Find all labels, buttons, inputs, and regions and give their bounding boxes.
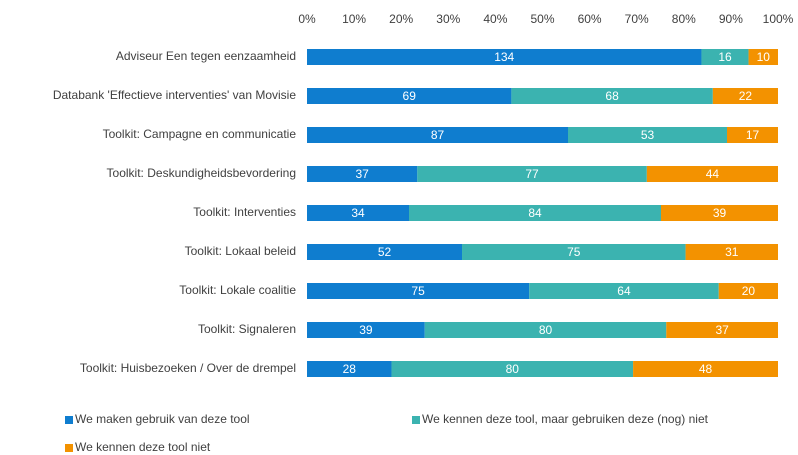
data-label: 68 [605, 89, 619, 103]
bar-segment [529, 283, 719, 299]
bar-segment [307, 244, 463, 260]
data-label: 80 [539, 323, 553, 337]
bar-segment [391, 361, 634, 377]
data-label: 31 [725, 245, 739, 259]
bar-segment [568, 127, 727, 143]
y-tick-label: Toolkit: Lokaal beleid [185, 244, 296, 258]
bar-segment [462, 244, 686, 260]
bar-segment [424, 322, 667, 338]
y-tick-label: Adviseur Een tegen eenzaamheid [116, 49, 296, 63]
y-tick-label: Toolkit: Huisbezoeken / Over de drempel [80, 361, 296, 375]
legend-swatch [65, 416, 73, 424]
bar-segment [307, 88, 512, 104]
bar-segment [511, 88, 713, 104]
bar-segment [661, 205, 778, 221]
y-tick-label: Toolkit: Lokale coalitie [179, 283, 296, 297]
bar-segment [666, 322, 778, 338]
x-tick-label: 90% [719, 12, 743, 26]
data-label: 75 [411, 284, 425, 298]
data-label: 16 [718, 50, 732, 64]
bar-segment [701, 49, 749, 65]
y-tick-label: Toolkit: Deskundigheidsbevordering [107, 166, 296, 180]
data-label: 75 [567, 245, 581, 259]
data-label: 87 [431, 128, 445, 142]
x-tick-label: 70% [625, 12, 649, 26]
bar-segment [307, 361, 392, 377]
data-label: 64 [617, 284, 631, 298]
legend-swatch [412, 416, 420, 424]
bar-segment [685, 244, 778, 260]
bar-segment [307, 322, 425, 338]
x-tick-label: 20% [389, 12, 413, 26]
data-label: 53 [641, 128, 655, 142]
data-label: 39 [359, 323, 373, 337]
x-tick-label: 100% [763, 12, 794, 26]
data-label: 134 [494, 50, 514, 64]
data-label: 84 [528, 206, 542, 220]
data-label: 34 [351, 206, 365, 220]
bar-segment [633, 361, 778, 377]
data-label: 10 [757, 50, 771, 64]
bar-segment [727, 127, 778, 143]
bar-segment [409, 205, 661, 221]
bar-segment [307, 205, 409, 221]
x-tick-label: 10% [342, 12, 366, 26]
bar-segment [307, 283, 530, 299]
legend-label: We kennen deze tool niet [75, 440, 211, 454]
y-tick-label: Toolkit: Signaleren [198, 322, 296, 336]
data-label: 28 [343, 362, 357, 376]
legend-label: We maken gebruik van deze tool [75, 412, 250, 426]
data-label: 20 [742, 284, 756, 298]
x-tick-label: 30% [436, 12, 460, 26]
x-tick-label: 40% [483, 12, 507, 26]
data-label: 44 [706, 167, 720, 181]
data-label: 37 [355, 167, 369, 181]
data-label: 48 [699, 362, 713, 376]
x-tick-label: 60% [578, 12, 602, 26]
x-tick-label: 0% [298, 12, 316, 26]
data-label: 37 [715, 323, 729, 337]
data-label: 77 [525, 167, 539, 181]
legend-label: We kennen deze tool, maar gebruiken deze… [422, 412, 709, 426]
bar-segment [712, 88, 778, 104]
bar-segment [718, 283, 778, 299]
y-tick-label: Databank 'Effectieve interventies' van M… [53, 88, 296, 102]
data-label: 39 [713, 206, 727, 220]
bar-segment [307, 127, 568, 143]
x-tick-label: 80% [672, 12, 696, 26]
bar-segment [646, 166, 778, 182]
bar-segment [748, 49, 778, 65]
data-label: 69 [403, 89, 417, 103]
bar-segment [417, 166, 647, 182]
legend-swatch [65, 444, 73, 452]
data-label: 22 [739, 89, 753, 103]
y-tick-label: Toolkit: Interventies [193, 205, 296, 219]
x-tick-label: 50% [530, 12, 554, 26]
data-label: 52 [378, 245, 392, 259]
bar-segment [307, 166, 418, 182]
data-label: 80 [506, 362, 520, 376]
bar-segment [307, 49, 702, 65]
data-label: 17 [746, 128, 760, 142]
y-tick-label: Toolkit: Campagne en communicatie [103, 127, 297, 141]
